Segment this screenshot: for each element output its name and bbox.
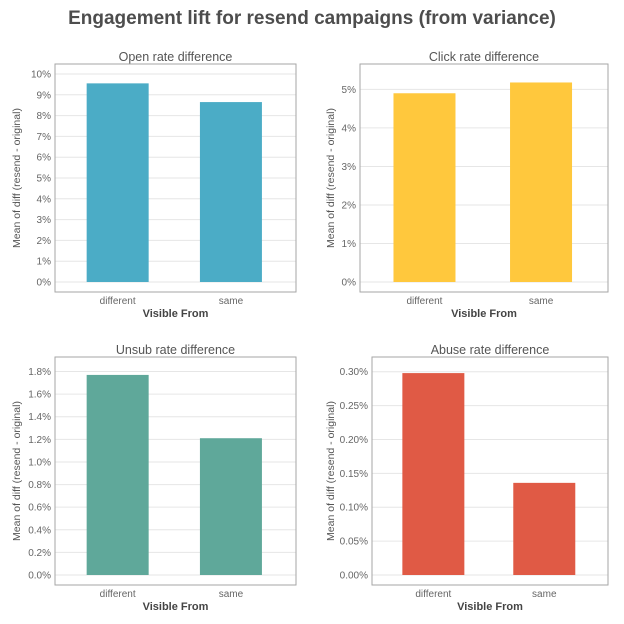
x-tick-label: same — [219, 296, 244, 307]
panel-title: Click rate difference — [429, 50, 539, 64]
bar-same — [199, 438, 262, 575]
y-tick-label: 0.0% — [28, 571, 51, 582]
x-tick-label: different — [407, 296, 443, 307]
y-tick-label: 0.2% — [28, 548, 51, 559]
y-tick-label: 1.6% — [28, 390, 51, 401]
panel-title: Abuse rate difference — [431, 343, 550, 357]
y-tick-label: 0.20% — [340, 435, 368, 446]
plot-frame — [54, 356, 297, 586]
x-tick-label: same — [529, 296, 554, 307]
plot-frame — [54, 63, 297, 293]
y-tick-label: 0.00% — [340, 571, 368, 582]
y-tick-label: 1.2% — [28, 435, 51, 446]
y-tick-label: 0.15% — [340, 469, 368, 480]
chart-panel-1: 0% 1% 2% 3% 4% 5% 6% 7% 8% 9% 10% different same Open… — [11, 50, 297, 320]
y-tick-label: 3% — [342, 162, 357, 173]
y-tick-label: 1% — [37, 257, 52, 268]
bar-different — [86, 83, 149, 282]
y-tick-label: 5% — [37, 174, 52, 185]
y-tick-label: 1% — [342, 239, 357, 250]
y-tick-label: 7% — [37, 132, 52, 143]
bar-same — [510, 82, 573, 282]
chart-panel-2: 0% 1% 2% 3% 4% 5% different same Click rate diff… — [325, 50, 609, 320]
y-tick-label: 0.05% — [340, 537, 368, 548]
y-tick-label: 1.0% — [28, 457, 51, 468]
x-axis-title: Visible From — [457, 601, 523, 613]
bar-different — [402, 373, 465, 575]
y-tick-label: 9% — [37, 90, 52, 101]
bar-same — [199, 102, 262, 282]
x-tick-label: different — [100, 589, 136, 600]
y-tick-label: 2% — [37, 236, 52, 247]
y-tick-label: 10% — [31, 70, 51, 81]
y-tick-label: 0.10% — [340, 503, 368, 514]
y-axis-title: Mean of diff (resend - original) — [325, 401, 337, 541]
y-tick-label: 0% — [342, 278, 357, 289]
plot-frame — [359, 63, 609, 293]
panel-title: Open rate difference — [119, 50, 233, 64]
y-tick-label: 0% — [37, 278, 52, 289]
x-axis-title: Visible From — [451, 308, 517, 320]
y-tick-label: 4% — [37, 194, 52, 205]
y-tick-label: 5% — [342, 85, 357, 96]
main-title: Engagement lift for resend campaigns (fr… — [68, 8, 556, 29]
y-tick-label: 2% — [342, 200, 357, 211]
y-tick-label: 0.30% — [340, 367, 368, 378]
x-tick-label: same — [532, 589, 557, 600]
x-tick-label: different — [415, 589, 451, 600]
y-axis-title: Mean of diff (resend - original) — [11, 108, 23, 248]
y-tick-label: 1.8% — [28, 367, 51, 378]
y-tick-label: 0.8% — [28, 480, 51, 491]
x-axis-title: Visible From — [143, 308, 209, 320]
x-tick-label: same — [219, 589, 244, 600]
y-tick-label: 8% — [37, 111, 52, 122]
y-tick-label: 3% — [37, 215, 52, 226]
y-tick-label: 4% — [342, 123, 357, 134]
y-axis-title: Mean of diff (resend - original) — [325, 108, 337, 248]
bar-different — [393, 93, 456, 282]
bar-different — [86, 374, 149, 575]
bar-same — [513, 482, 576, 575]
y-tick-label: 0.6% — [28, 503, 51, 514]
y-tick-label: 0.25% — [340, 401, 368, 412]
y-tick-label: 1.4% — [28, 412, 51, 423]
y-axis-title: Mean of diff (resend - original) — [11, 401, 23, 541]
chart-panel-4: 0.00% 0.05% 0.10% 0.15% 0.20% 0.25% 0.30% diffe… — [325, 343, 609, 613]
panel-title: Unsub rate difference — [116, 343, 235, 357]
plot-frame — [371, 356, 609, 586]
y-tick-label: 0.4% — [28, 525, 51, 536]
x-axis-title: Visible From — [143, 601, 209, 613]
y-tick-label: 6% — [37, 153, 52, 164]
x-tick-label: different — [100, 296, 136, 307]
chart-panel-3: 0.0% 0.2% 0.4% 0.6% 0.8% 1.0% 1.2% 1.4% 1.6% 1.8%… — [11, 343, 297, 613]
